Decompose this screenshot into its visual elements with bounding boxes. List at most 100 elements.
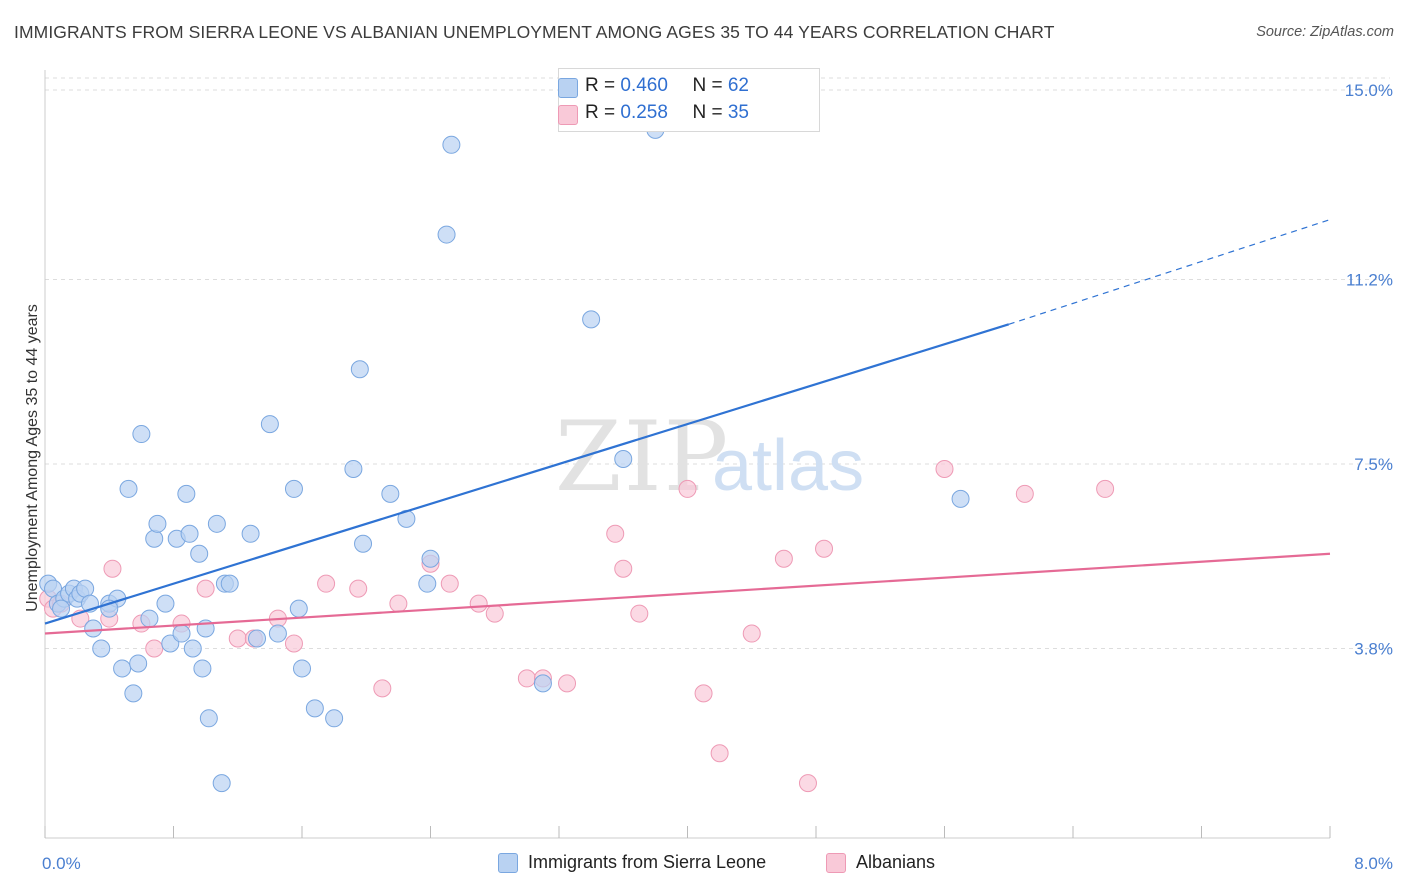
data-point (289, 599, 308, 618)
data-point (350, 360, 369, 379)
data-point (630, 604, 649, 623)
chart-title: IMMIGRANTS FROM SIERRA LEONE VS ALBANIAN… (14, 22, 1055, 42)
legend-swatch-pink (558, 105, 578, 125)
y-tick-label: 11.2% (1346, 270, 1393, 289)
data-point (119, 479, 138, 498)
legend-n-label: N = (692, 102, 728, 123)
data-point (389, 594, 408, 613)
data-point (196, 579, 215, 598)
legend-swatch-blue (558, 78, 578, 98)
data-point (325, 709, 344, 728)
y-tick-label: 7.5% (1354, 455, 1393, 474)
data-point (710, 744, 729, 763)
correlation-legend: R = 0.460 N = 62 R = 0.258 N = 35 (558, 68, 820, 132)
legend-row-sierra-leone: R = 0.460 N = 62 (558, 75, 749, 98)
data-point (951, 489, 970, 508)
bottom-legend-label: Immigrants from Sierra Leone (528, 852, 767, 872)
axes (44, 70, 1331, 839)
data-point (52, 599, 71, 618)
data-point (533, 674, 552, 693)
data-point (798, 774, 817, 793)
data-point (293, 659, 311, 678)
legend-row-albanians: R = 0.258 N = 35 (558, 102, 749, 125)
data-point (678, 479, 697, 498)
watermark-atlas: atlas (712, 426, 864, 506)
data-point (103, 559, 122, 578)
data-point (421, 549, 440, 568)
legend-n-value: 35 (727, 102, 749, 123)
data-point (199, 709, 218, 728)
data-point (418, 574, 437, 593)
data-point (1015, 484, 1034, 503)
data-point (305, 699, 324, 718)
bottom-legend-swatch-blue (498, 853, 518, 873)
data-point (129, 654, 148, 673)
data-point (317, 574, 336, 593)
data-point (113, 659, 132, 678)
trend-line-albanians (44, 552, 1331, 635)
data-point (694, 684, 713, 703)
bottom-legend-swatch-pink (826, 853, 846, 873)
bottom-legend-sierra-leone: Immigrants from Sierra Leone (498, 852, 767, 873)
data-point (935, 459, 954, 478)
data-point (614, 559, 633, 578)
data-point (190, 544, 209, 563)
data-point (440, 574, 459, 593)
data-point (284, 634, 303, 653)
data-point (76, 579, 95, 598)
data-point (558, 674, 577, 693)
data-point (145, 639, 164, 658)
data-point (284, 479, 303, 498)
legend-r-label: R = (585, 102, 621, 123)
legend-n-label: N = (692, 75, 728, 96)
data-point (815, 539, 834, 558)
data-point (268, 624, 287, 643)
bottom-legend-albanians: Albanians (826, 852, 936, 873)
y-tick-label: 3.8% (1354, 639, 1393, 658)
data-point (84, 619, 103, 638)
y-axis-label: Unemployment Among Ages 35 to 44 years (24, 304, 41, 612)
x-tick-label: 8.0% (1354, 854, 1393, 873)
data-point (207, 514, 226, 533)
x-tick-labels: 0.0% 8.0% (42, 854, 1393, 873)
data-point (582, 310, 601, 329)
data-point (517, 669, 536, 688)
legend-r-label: R = (585, 75, 621, 96)
trend-line-sierra-leone (44, 323, 1010, 625)
data-point (92, 639, 111, 658)
data-point (241, 524, 260, 543)
y-tick-label: 15.0% (1345, 81, 1393, 100)
data-point (469, 594, 488, 613)
data-point (606, 524, 625, 543)
data-point (437, 225, 456, 244)
data-point (124, 684, 143, 703)
source-label: Source: ZipAtlas.com (1256, 24, 1394, 40)
data-point (156, 594, 175, 613)
data-point (442, 135, 461, 154)
data-point (132, 425, 151, 444)
y-tick-labels: 3.8% 7.5% 11.2% 15.0% (1345, 81, 1393, 659)
data-point (212, 774, 231, 793)
data-point (145, 529, 164, 548)
data-point (373, 679, 392, 698)
data-point (177, 484, 196, 503)
data-point (354, 534, 373, 553)
data-point (1096, 479, 1115, 498)
data-point (148, 514, 167, 533)
data-point (140, 609, 159, 628)
data-point (774, 549, 793, 568)
bottom-legend-label: Albanians (856, 852, 936, 872)
data-point (193, 659, 212, 678)
data-point (344, 459, 363, 478)
legend-r-value: 0.258 (620, 102, 668, 123)
trend-line-sierra-leone-extension (1008, 219, 1331, 325)
legend-n-value: 62 (727, 75, 749, 96)
data-point (381, 484, 400, 503)
data-point (742, 624, 761, 643)
data-point (260, 415, 279, 434)
data-point (248, 629, 267, 648)
data-point (220, 574, 239, 593)
data-point (228, 629, 247, 648)
data-point (180, 524, 199, 543)
